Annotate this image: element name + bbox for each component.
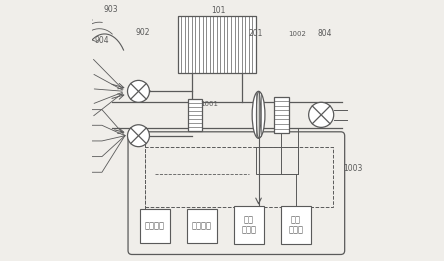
Text: 信号
处理器: 信号 处理器: [241, 215, 256, 235]
Ellipse shape: [256, 91, 261, 138]
Bar: [188, 99, 202, 130]
Bar: [281, 206, 311, 244]
Bar: [256, 147, 298, 174]
Text: 系控制器: 系控制器: [192, 221, 212, 230]
Text: 磁场
控制器: 磁场 控制器: [288, 215, 303, 235]
Circle shape: [127, 125, 150, 147]
Bar: [178, 16, 256, 73]
Text: 101: 101: [211, 6, 225, 15]
Text: 201: 201: [248, 29, 262, 38]
Text: 1001: 1001: [201, 102, 218, 107]
Bar: [187, 209, 217, 243]
Text: 1002: 1002: [289, 31, 306, 37]
Bar: [234, 206, 264, 244]
Text: 1003: 1003: [343, 164, 363, 173]
Circle shape: [309, 102, 334, 127]
Text: 903: 903: [104, 5, 119, 14]
Text: 904: 904: [94, 36, 109, 45]
Bar: [140, 209, 170, 243]
Circle shape: [127, 80, 150, 102]
Text: 阀控制器: 阀控制器: [145, 221, 165, 230]
Text: 804: 804: [318, 29, 333, 38]
Ellipse shape: [252, 91, 265, 138]
Bar: [274, 97, 289, 133]
Text: 902: 902: [135, 28, 150, 37]
